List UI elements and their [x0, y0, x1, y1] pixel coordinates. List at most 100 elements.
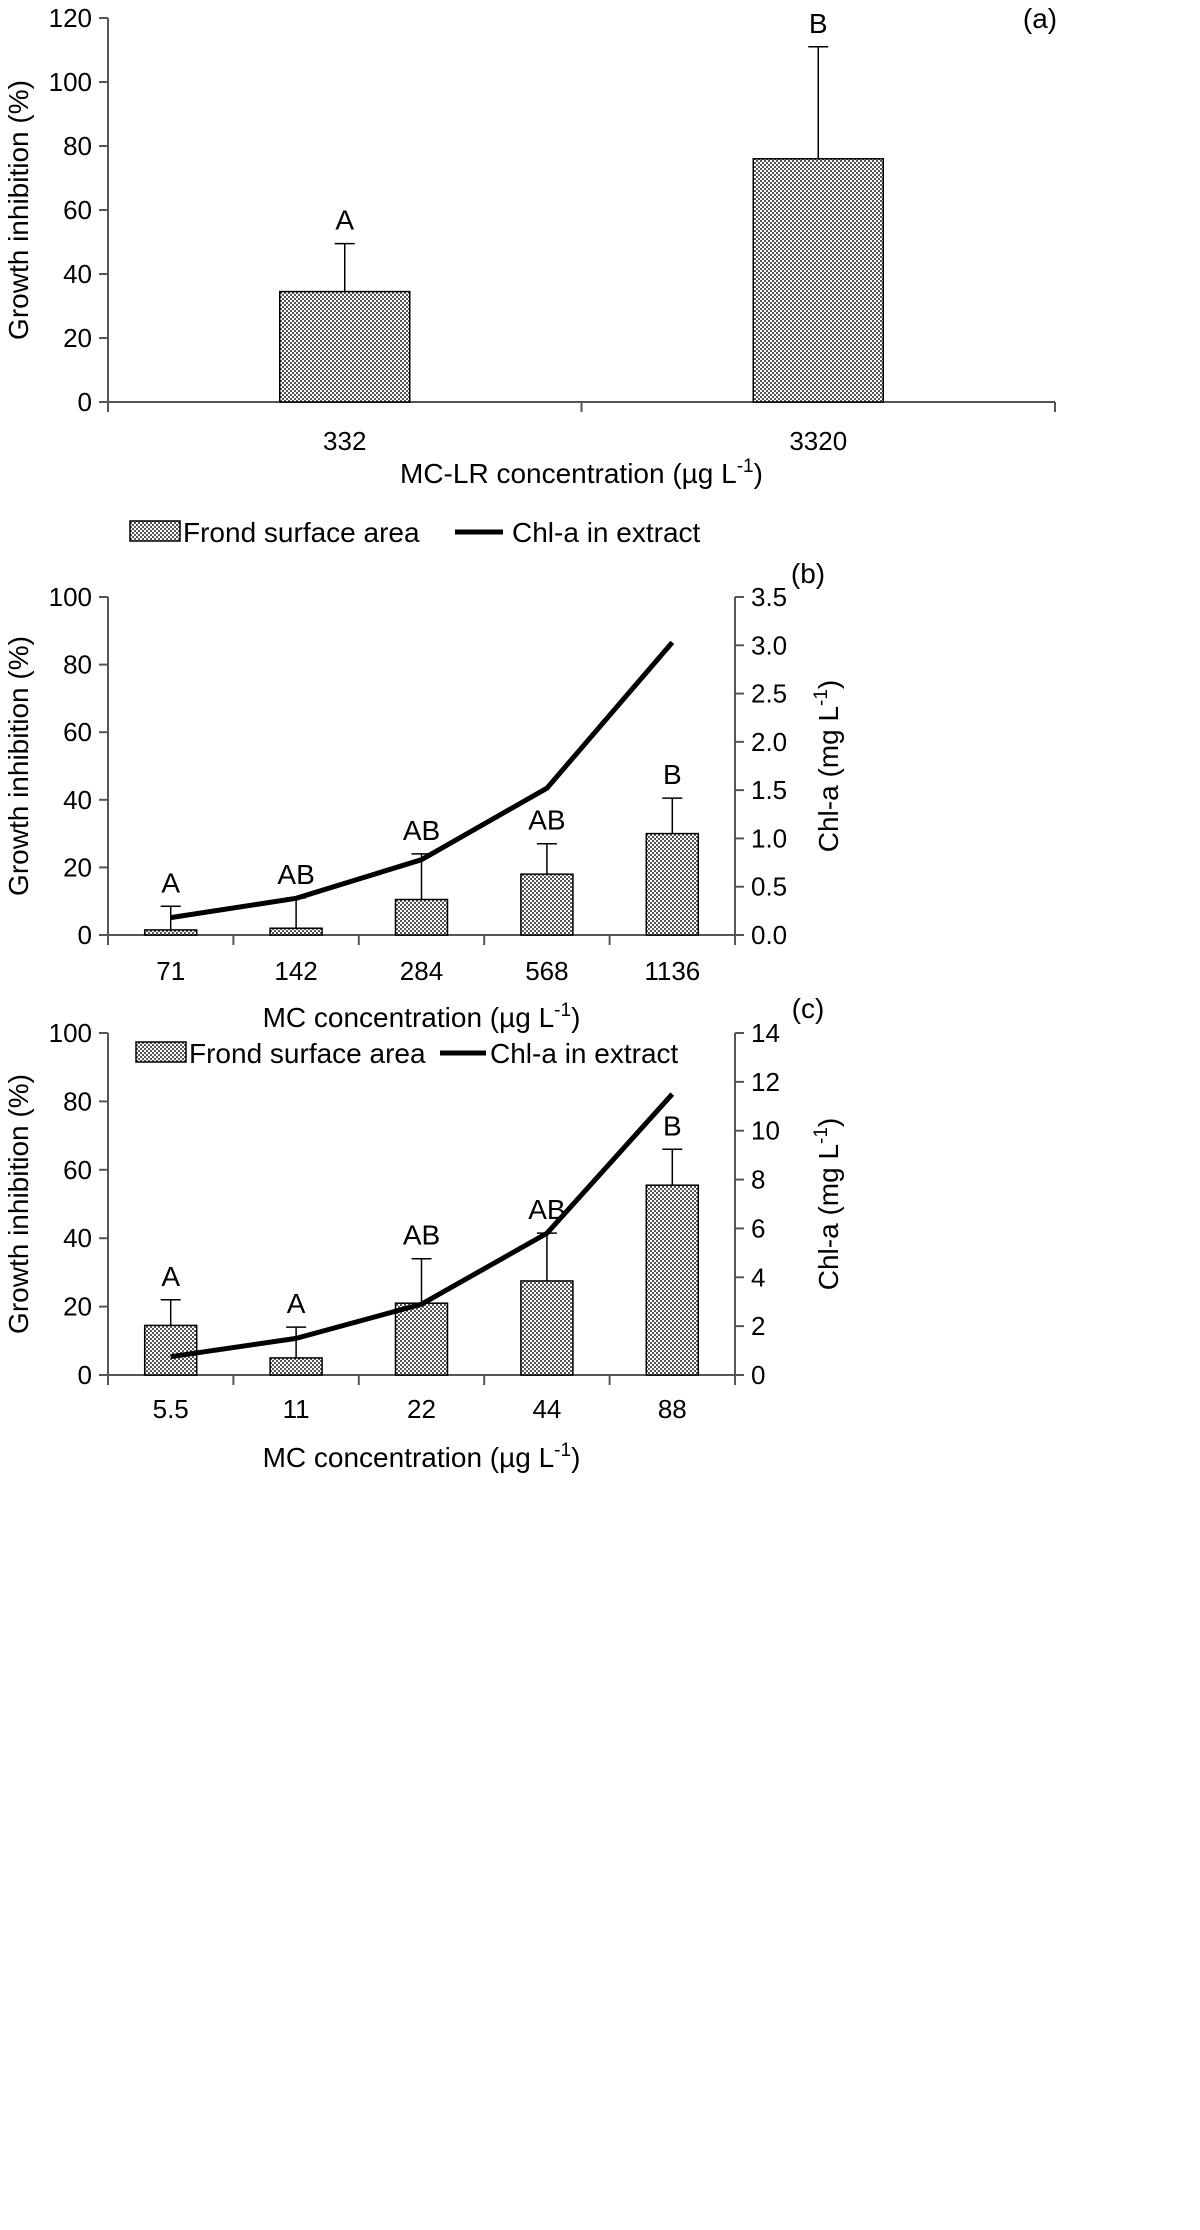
chl-a-line	[170, 640, 675, 921]
legend-bar-label: Frond surface area	[189, 1038, 426, 1069]
x-axis-label-text: MC concentration (µg L	[263, 1442, 555, 1473]
chl-a-line	[170, 1092, 675, 1360]
legend-bar-swatch	[135, 1041, 187, 1063]
significance-label: B	[663, 759, 682, 790]
y2-tick-label: 1.0	[751, 823, 787, 853]
y-tick-label: 80	[63, 131, 92, 161]
panel-label: (b)	[791, 558, 825, 589]
y2-tick-label: 3.0	[751, 630, 787, 660]
y-axis-label: Growth inhibition (%)	[3, 636, 34, 896]
y2-axis-label-sup: -1	[811, 689, 832, 706]
x-tick-label: 11	[283, 1394, 310, 1424]
y2-tick-label: 2.0	[751, 727, 787, 757]
bar	[269, 1357, 323, 1376]
y2-axis-label-text: Chl-a (mg L	[813, 1144, 844, 1290]
x-tick-label: 1136	[644, 956, 700, 986]
y2-tick-label: 0.0	[751, 920, 787, 950]
significance-label: AB	[277, 859, 314, 890]
y-tick-label: 100	[49, 67, 92, 97]
legend-line-label: Chl-a in extract	[490, 1038, 679, 1069]
significance-label: A	[161, 867, 180, 898]
legend-bar-label: Frond surface area	[183, 517, 420, 548]
y-axis-label: Growth inhibition (%)	[3, 80, 34, 340]
y2-tick-label: 0.5	[751, 872, 787, 902]
y-tick-label: 0	[78, 387, 92, 417]
x-axis-label-suffix: )	[571, 1002, 580, 1033]
y-tick-label: 0	[78, 1360, 92, 1390]
x-tick-label: 22	[407, 1394, 436, 1424]
x-tick-label: 71	[156, 956, 185, 986]
y2-axis-label-suffix: )	[813, 1118, 844, 1127]
y2-tick-label: 12	[751, 1067, 780, 1097]
y2-axis-label-sup: -1	[811, 1127, 832, 1144]
y2-tick-label: 8	[751, 1165, 765, 1195]
y2-tick-label: 10	[751, 1116, 780, 1146]
bar	[143, 929, 198, 936]
significance-label: AB	[403, 815, 440, 846]
bar	[279, 290, 411, 403]
significance-label: AB	[528, 805, 565, 836]
y-tick-label: 40	[63, 1223, 92, 1253]
y-tick-label: 20	[63, 852, 92, 882]
y2-tick-label: 3.5	[751, 582, 787, 612]
bar	[143, 1324, 198, 1376]
bar	[752, 158, 884, 403]
y-tick-label: 20	[63, 323, 92, 353]
y-tick-label: 40	[63, 259, 92, 289]
panel-label: (a)	[1023, 3, 1057, 34]
x-tick-label: 5.5	[153, 1394, 189, 1424]
x-axis-label-suffix: )	[571, 1442, 580, 1473]
significance-label: A	[287, 1288, 306, 1319]
y-tick-label: 120	[49, 3, 92, 33]
y2-axis-label: Chl-a (mg L-1)	[811, 1118, 844, 1291]
bar	[520, 1280, 574, 1376]
y2-tick-label: 14	[751, 1018, 780, 1048]
x-tick-label: 284	[400, 956, 443, 986]
x-tick-label: 568	[525, 956, 568, 986]
panel-b: 0 20 40 60 80 100 71 142 284 568 1136 A AB AB AB B 0.0 0.…	[3, 517, 825, 986]
y-tick-label: 60	[63, 195, 92, 225]
y-tick-label: 100	[49, 1018, 92, 1048]
x-tick-label: 44	[532, 1394, 561, 1424]
y-tick-label: 60	[63, 717, 92, 747]
y2-axis-label-text: Chl-a (mg L	[813, 706, 844, 852]
x-tick-label: 88	[658, 1394, 687, 1424]
y-tick-label: 80	[63, 1086, 92, 1116]
x-axis-label-suffix: )	[754, 458, 763, 489]
y2-tick-label: 6	[751, 1213, 765, 1243]
significance-label: AB	[403, 1220, 440, 1251]
x-axis-label-text: MC-LR concentration (µg L	[400, 458, 737, 489]
bar	[269, 927, 323, 936]
y-tick-label: 80	[63, 650, 92, 680]
x-axis-label: MC-LR concentration (µg L-1)	[400, 456, 763, 489]
bar	[520, 873, 574, 936]
y-tick-label: 0	[78, 920, 92, 950]
bar	[394, 1302, 449, 1376]
y2-tick-label: 2	[751, 1311, 765, 1341]
x-axis-label-sup: -1	[554, 1440, 571, 1461]
significance-label: A	[335, 205, 354, 236]
significance-label: B	[809, 8, 828, 39]
bar	[394, 898, 449, 936]
x-tick-label: 142	[274, 956, 317, 986]
y-tick-label: 60	[63, 1155, 92, 1185]
y2-tick-label: 0	[751, 1360, 765, 1390]
y2-tick-label: 2.5	[751, 679, 787, 709]
legend-line-label: Chl-a in extract	[512, 517, 701, 548]
significance-label: A	[161, 1261, 180, 1292]
y2-tick-label: 1.5	[751, 775, 787, 805]
x-axis-label-sup: -1	[737, 456, 754, 477]
bar	[645, 1184, 700, 1376]
y-tick-label: 100	[49, 582, 92, 612]
legend-bar-swatch	[129, 520, 181, 542]
x-tick-label: 3320	[789, 426, 847, 456]
x-axis-label-text: MC concentration (µg L	[263, 1002, 555, 1033]
y-tick-label: 20	[63, 1292, 92, 1322]
bar	[645, 832, 700, 936]
x-axis-label: MC concentration (µg L-1)	[263, 1000, 581, 1033]
y-tick-label: 40	[63, 785, 92, 815]
x-tick-label: 332	[323, 426, 366, 456]
significance-label: B	[663, 1110, 682, 1141]
